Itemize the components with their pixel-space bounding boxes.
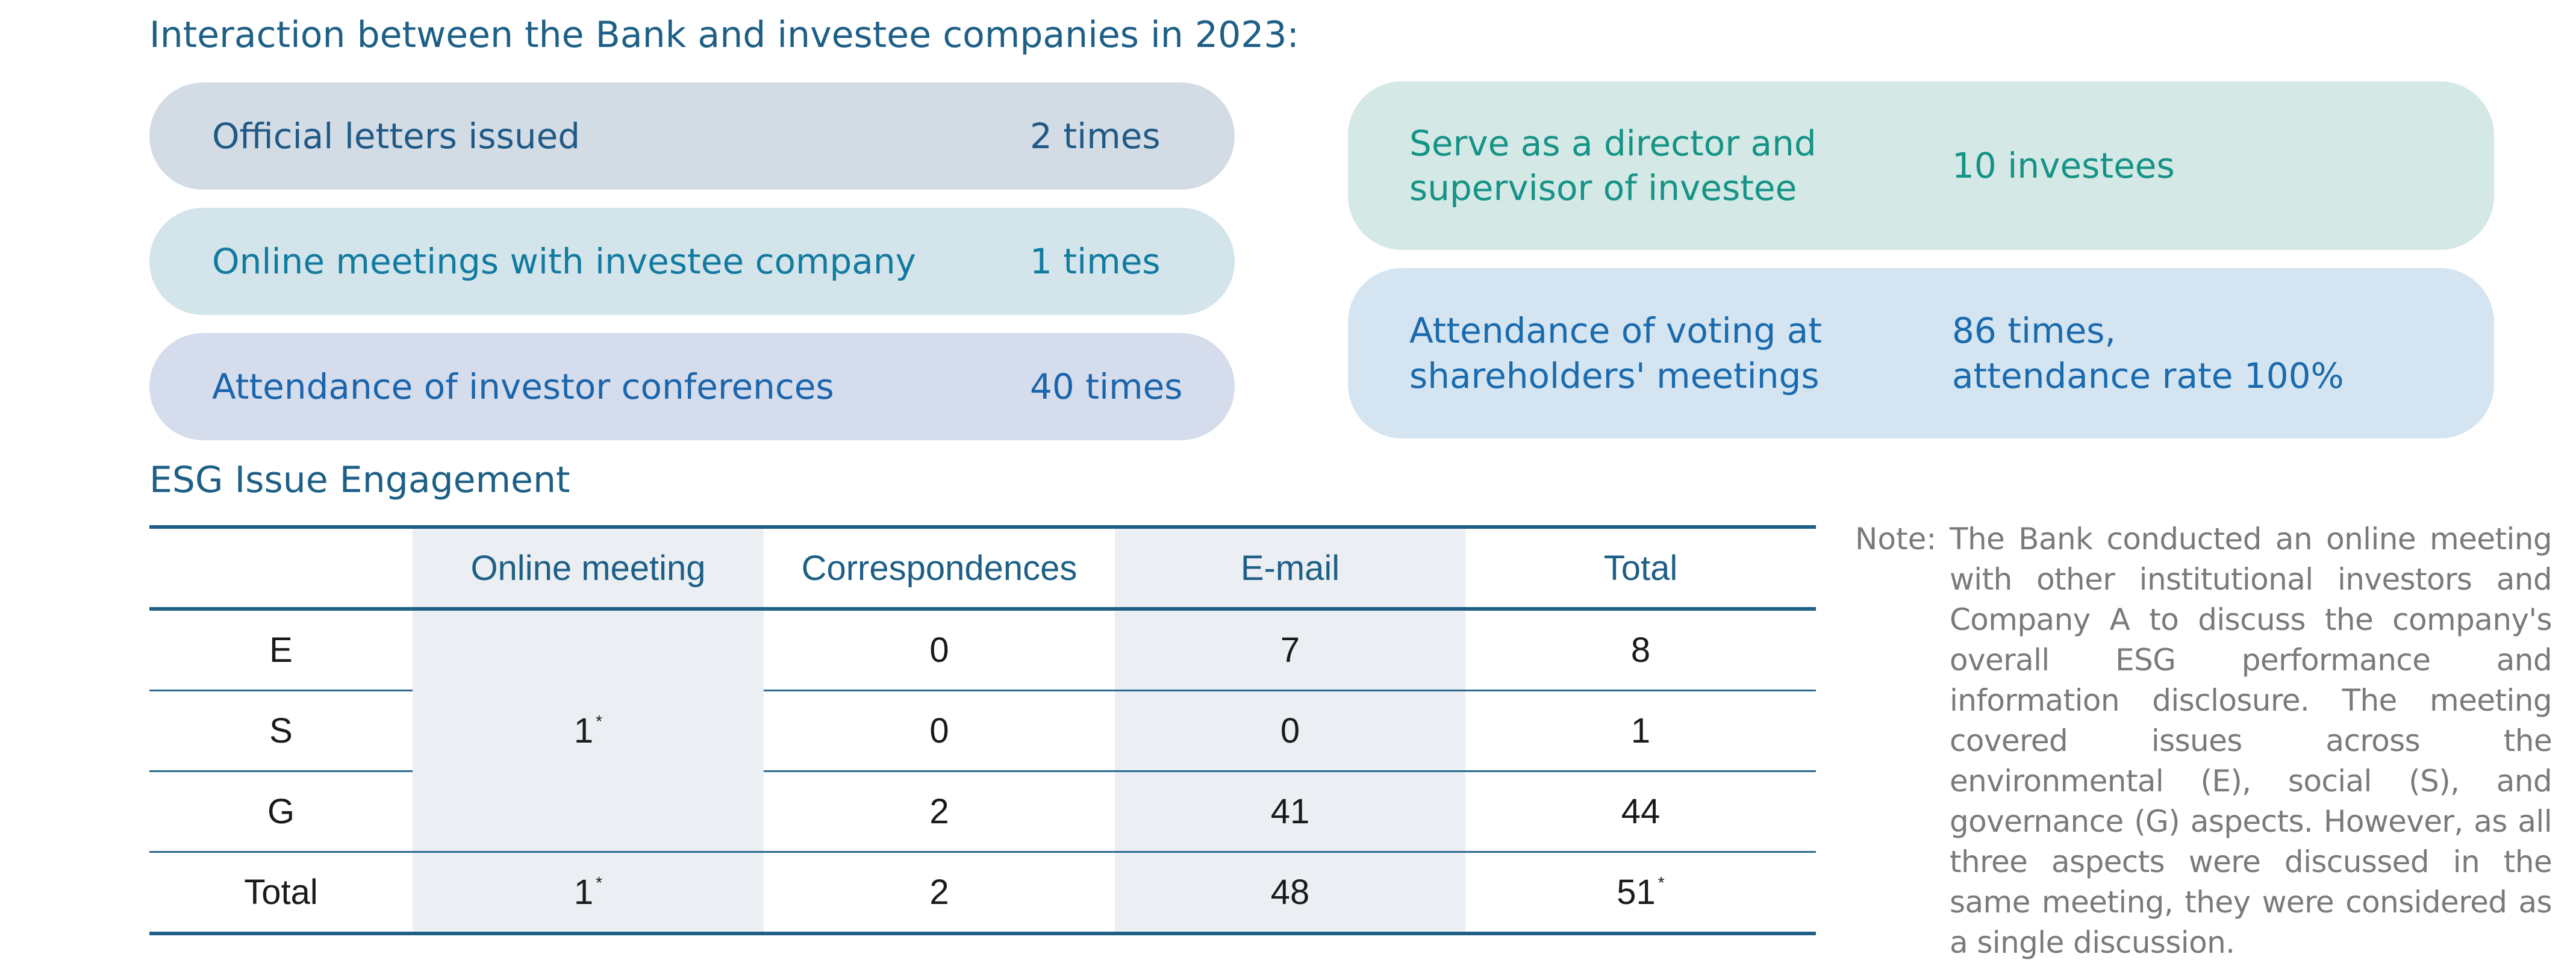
footnote-mark: * [596,712,603,731]
header-blank [149,525,413,611]
row-label-s: S [149,690,413,772]
grand-total: 51 * [1465,852,1816,935]
investor-conferences-card: Attendance of investor conferences 40 ti… [149,333,1235,440]
s-email: 0 [1115,690,1465,772]
e-total: 8 [1465,609,1816,691]
e-correspondences: 0 [764,609,1115,691]
total-email: 48 [1115,852,1465,935]
online-meeting-merged-cell: 1 * [413,609,764,853]
footnote-mark: * [1658,873,1665,892]
total-row-label: Total [149,852,413,935]
shareholder-voting-value: 86 times, attendance rate 100% [1952,308,2344,397]
online-meetings-label: Online meetings with investee company [212,240,916,282]
note-label: Note: [1855,522,1937,556]
grand-total-value: 51 [1617,873,1656,912]
table-header-row: Online meeting Correspondences E-mail To… [149,525,1816,611]
table-total-row: Total 1 * 2 48 51 * [149,852,1816,935]
total-correspondences: 2 [764,852,1115,935]
g-correspondences: 2 [764,771,1115,853]
header-correspondences: Correspondences [764,525,1115,611]
row-label-e: E [149,609,413,691]
s-total: 1 [1465,690,1816,772]
shareholder-voting-label-line2: shareholders' meetings [1409,355,1820,396]
interaction-heading: Interaction between the Bank and investe… [149,14,1299,56]
note-text: The Bank conducted an online meeting wit… [1950,522,2553,960]
shareholder-voting-label-line1: Attendance of voting at [1409,310,1823,352]
director-supervisor-value: 10 investees [1952,145,2175,186]
s-correspondences: 0 [764,690,1115,772]
official-letters-value: 2 times [1030,115,1161,157]
online-meeting-merged-value: 1 [573,711,594,750]
official-letters-label: Official letters issued [212,115,581,157]
official-letters-card: Official letters issued 2 times [149,83,1235,190]
total-online-meeting-value: 1 [573,873,594,912]
investor-conferences-value: 40 times [1030,366,1183,407]
g-total: 44 [1465,771,1816,853]
header-online-meeting: Online meeting [413,525,764,611]
shareholder-voting-value-line2: attendance rate 100% [1952,355,2344,396]
director-supervisor-label-line2: supervisor of investee [1409,167,1797,208]
footnote-mark: * [596,873,603,892]
esg-heading: ESG Issue Engagement [149,459,570,501]
shareholder-voting-card: Attendance of voting at shareholders' mee… [1348,268,2494,438]
table-row: G 2 41 44 [149,771,1816,853]
total-online-meeting: 1 * [413,852,764,935]
table-row: S 0 0 1 [149,690,1816,772]
director-supervisor-label-line1: Serve as a director and [1409,122,1817,164]
online-meetings-value: 1 times [1030,240,1161,282]
esg-engagement-table: Online meeting Correspondences E-mail To… [149,525,1816,935]
shareholder-voting-value-line1: 86 times, [1952,310,2116,352]
g-email: 41 [1115,771,1465,853]
header-email: E-mail [1115,525,1465,611]
header-total: Total [1465,525,1816,611]
online-meetings-card: Online meetings with investee company 1 … [149,208,1235,315]
investor-conferences-label: Attendance of investor conferences [212,366,834,407]
table-row: E 1 * 0 7 8 [149,609,1816,853]
e-email: 7 [1115,609,1465,691]
row-label-g: G [149,771,413,853]
shareholder-voting-label: Attendance of voting at shareholders' mee… [1409,308,1822,397]
director-supervisor-card: Serve as a director and supervisor of inv… [1348,81,2494,250]
director-supervisor-label: Serve as a director and supervisor of inv… [1409,121,1817,210]
